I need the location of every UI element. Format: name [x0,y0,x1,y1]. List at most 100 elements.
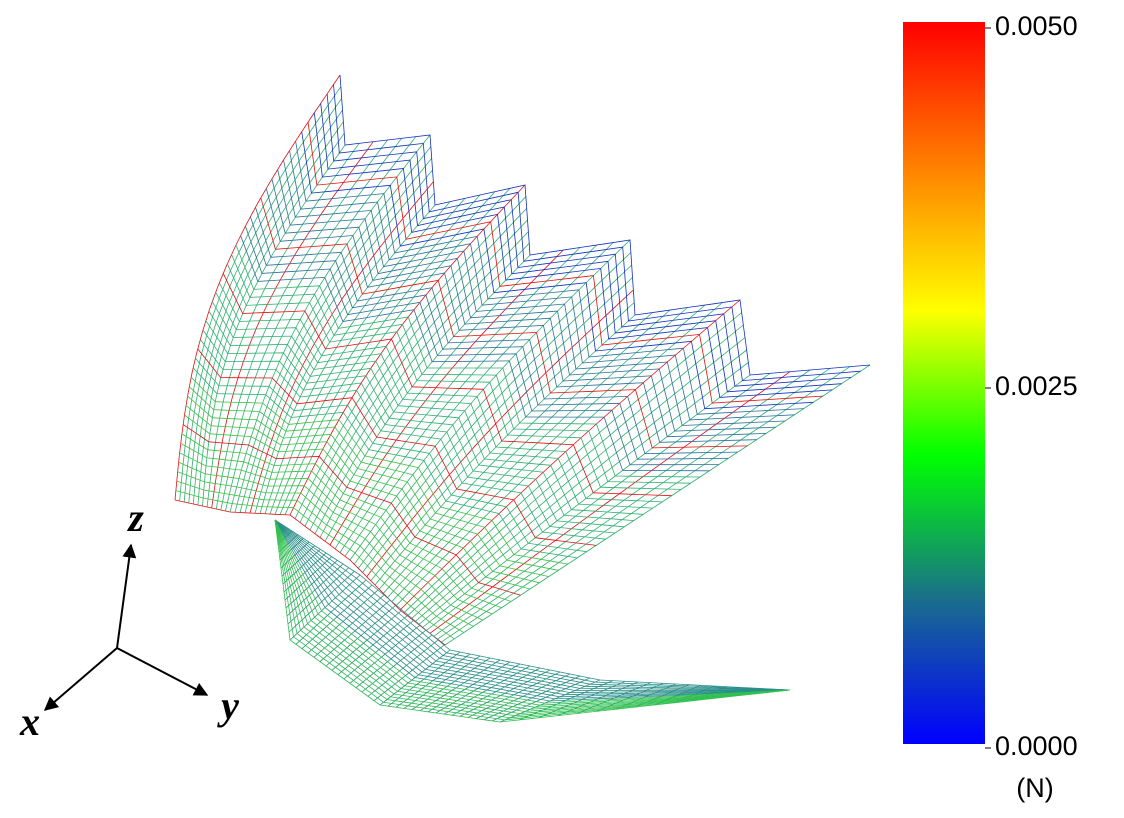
mesh-line [175,490,455,640]
mesh-line [235,244,701,478]
mesh-line [304,219,528,527]
mesh-line [259,204,436,514]
mesh-line [202,329,616,534]
mesh-line [211,141,374,509]
mesh-line [274,519,791,712]
colorbar-unit: (N) [1016,773,1053,803]
mesh-line [260,197,748,449]
mesh-line [429,371,791,634]
mesh-line [283,159,786,426]
mesh-line [205,320,625,528]
mesh-line [333,84,861,382]
mesh-line [182,424,521,596]
mesh-line [215,139,388,510]
mesh-line [229,134,431,513]
mesh-line [374,314,636,586]
mesh-line [202,144,346,507]
mesh-line [326,93,852,387]
mesh-line [274,519,791,708]
mesh-line [301,131,814,410]
mesh-line [339,244,597,553]
mesh-line [181,433,512,602]
mesh-line [206,143,360,508]
mesh-line [339,74,871,376]
mesh-line [274,519,791,691]
mesh-line [277,169,776,432]
mesh-line [274,519,791,717]
mesh-line [177,471,474,627]
mesh-line [245,225,719,466]
mesh-line [185,405,540,584]
mesh-line [274,519,791,723]
mesh-line [274,519,791,704]
mesh-line [250,216,729,460]
mesh-line [274,519,791,698]
mesh-line [437,367,831,640]
mesh-line [378,312,653,590]
mesh-line [269,198,466,515]
mesh-line [274,519,791,691]
mesh-line [274,519,791,700]
mesh-line [294,196,527,519]
colorbar-tick-label: 0.0025 [995,371,1078,401]
mesh-line [387,307,688,598]
mesh-line [422,374,751,628]
mesh-line [264,201,451,514]
mesh-line [334,247,581,550]
mesh-line [307,122,823,404]
mesh-line [179,452,493,615]
x-arrow [43,647,118,711]
mesh-line [274,519,791,691]
mesh-line [222,273,672,497]
mesh-line [395,302,723,607]
mesh-line [178,461,483,621]
mesh-line [295,141,804,415]
x-label: x [19,699,40,744]
mesh-line [274,519,791,706]
mesh-line [274,519,791,702]
mesh-line [176,480,465,633]
mesh-line [192,367,578,559]
mesh-line [183,98,343,503]
mesh-line [426,372,771,631]
mesh-line [274,519,791,691]
mesh-line [383,309,671,594]
mesh-line [188,109,343,504]
mesh-line [403,312,742,614]
mesh-line [433,369,811,637]
mesh-line [329,249,564,546]
mesh-line [399,299,741,611]
mesh-line [320,103,842,393]
mesh-line [391,304,706,602]
mesh-line [192,121,344,505]
mesh-line [187,395,549,577]
axis-triad: z x y [19,495,239,744]
mesh-line [215,292,653,509]
colorbar-tick-label: 0.0050 [995,11,1078,41]
mesh-line [274,194,481,515]
mesh-line [199,339,606,540]
mesh-line [289,184,526,516]
mesh-line [179,86,342,502]
mesh-line [234,146,432,513]
mesh-line [195,358,587,553]
mesh-line [349,239,631,561]
mesh-line [231,254,691,484]
mesh-line [184,414,531,590]
mesh-line [225,136,417,512]
mesh-line [219,282,663,503]
mesh-line [180,442,502,609]
z-label: z [126,495,144,540]
mesh-line [418,362,749,625]
mesh-line [279,191,496,515]
y-label: y [217,683,239,728]
mesh-line [366,289,634,577]
mesh-line [299,208,527,523]
mesh-line [309,231,529,531]
mesh-line [255,207,738,455]
mesh-line [271,178,767,438]
mesh-line [174,74,341,501]
mesh-line [289,150,795,421]
colorbar-tick-label: 0.0000 [995,731,1078,761]
